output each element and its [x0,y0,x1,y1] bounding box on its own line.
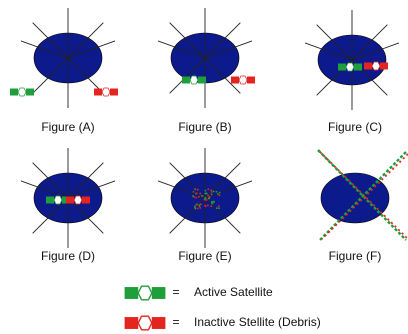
satellite-icon [182,76,206,84]
body [54,196,62,204]
debris [201,195,203,197]
debris [193,191,195,193]
figure-panel [321,173,389,223]
figure-caption: Figure (B) [178,120,231,134]
debris [199,207,201,209]
legend-equals: = [172,285,179,299]
debris [210,205,212,207]
panel [152,287,166,299]
panel [364,63,372,70]
body [372,62,380,70]
panel [82,197,90,204]
body [346,63,354,71]
debris [196,204,198,206]
panel [198,77,206,84]
debris [198,196,200,198]
debris [217,193,219,195]
legend-equals: = [172,315,179,329]
debris [197,189,199,191]
body [190,76,198,84]
debris [195,197,197,199]
satellite-icon [94,88,118,96]
panel [125,317,139,329]
body [138,286,152,300]
debris [219,194,221,196]
satellite-icon [66,196,90,204]
debris [207,195,209,197]
satellite-icon [364,62,388,70]
debris [205,193,207,195]
satellite-icon [10,88,34,96]
debris [205,205,207,207]
debris [198,205,200,207]
debris [211,191,213,193]
figure-caption: Figure (F) [329,249,382,263]
debris [196,192,198,194]
debris [212,202,214,204]
debris [213,191,215,193]
satellite-icon [338,63,362,71]
figure-panel [305,10,399,110]
legend-label: Active Satellite [194,285,273,299]
figure-caption: Figure (C) [328,120,382,134]
figure-caption: Figure (D) [41,249,95,263]
debris [211,194,213,196]
debris [218,207,220,209]
debris [216,207,218,209]
debris [205,197,207,199]
satellite-icon [231,76,255,84]
body [102,88,110,96]
figure-caption: Figure (A) [41,120,94,134]
panel [338,64,346,71]
panel [354,64,362,71]
satellite-icon [125,316,166,330]
debris [208,197,210,199]
panel [182,77,190,84]
debris [192,195,194,197]
panel [247,77,255,84]
panel [26,89,34,96]
panel [231,77,239,84]
body [74,196,82,204]
debris [219,192,221,194]
panel [380,63,388,70]
debris [207,205,209,207]
debris [208,188,210,190]
figure-panel [158,8,252,108]
debris [205,190,207,192]
panel [125,287,139,299]
body [18,88,26,96]
panel [152,317,166,329]
body [138,316,152,330]
diagram: Figure (A) Figure (B) Figure (C) Figure … [0,0,408,334]
panel [10,89,18,96]
panel [94,89,102,96]
legend-label: Inactive Stellite (Debris) [194,315,321,329]
panel [110,89,118,96]
figure-caption: Figure (E) [178,249,231,263]
debris [218,205,220,207]
panel [66,197,74,204]
debris [199,193,201,195]
debris [195,208,197,210]
panel [46,197,54,204]
debris [210,190,212,192]
earth [321,173,389,223]
satellite-icon [125,286,166,300]
debris [194,188,196,190]
debris [197,208,199,210]
body [239,76,247,84]
debris [216,191,218,193]
